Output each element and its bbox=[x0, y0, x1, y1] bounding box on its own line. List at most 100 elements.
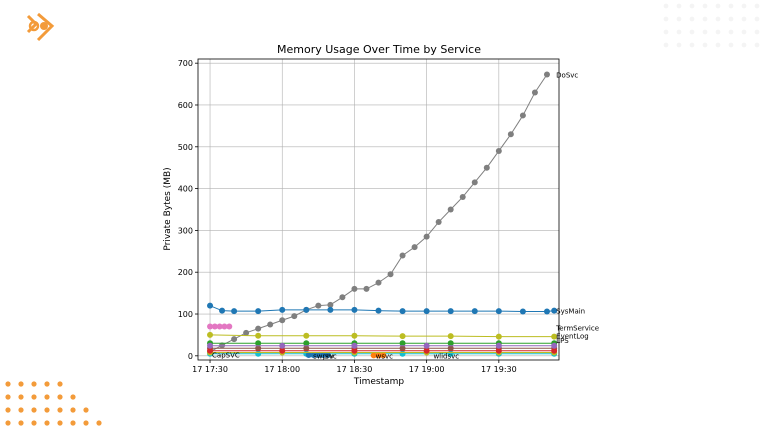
decor-dot bbox=[18, 381, 24, 387]
data-point bbox=[255, 350, 262, 357]
decor-dot bbox=[728, 42, 734, 48]
data-point bbox=[375, 279, 382, 286]
data-point bbox=[387, 271, 394, 278]
data-point bbox=[370, 352, 377, 359]
data-point bbox=[507, 131, 514, 138]
grid bbox=[198, 59, 559, 360]
data-point bbox=[551, 347, 558, 354]
decor-dot bbox=[31, 407, 37, 413]
decor-dot bbox=[18, 407, 24, 413]
decor-dot bbox=[754, 16, 760, 22]
decor-dot bbox=[31, 420, 37, 426]
x-tick-label: 17 18:30 bbox=[337, 365, 373, 374]
annotation-label: SysMain bbox=[556, 308, 585, 316]
data-point bbox=[219, 307, 226, 314]
data-point bbox=[303, 306, 310, 313]
decor-dot bbox=[5, 381, 11, 387]
data-point bbox=[291, 313, 298, 320]
decor-dot bbox=[728, 29, 734, 35]
data-point bbox=[279, 347, 286, 354]
decor-dot bbox=[44, 381, 50, 387]
data-point bbox=[310, 351, 317, 358]
data-point bbox=[279, 306, 286, 313]
data-point bbox=[375, 352, 382, 359]
decor-dot bbox=[5, 394, 11, 400]
data-point bbox=[447, 206, 454, 213]
data-point bbox=[375, 307, 382, 314]
data-point bbox=[267, 321, 274, 328]
x-tick-label: 17 17:30 bbox=[192, 365, 228, 374]
data-point bbox=[495, 347, 502, 354]
data-point bbox=[303, 345, 310, 352]
data-point bbox=[399, 252, 406, 259]
decor-dot bbox=[44, 394, 50, 400]
decor-dot bbox=[31, 381, 37, 387]
y-axis-label: Private Bytes (MB) bbox=[163, 167, 173, 250]
series-termservice bbox=[207, 323, 233, 330]
decor-dot bbox=[57, 420, 63, 426]
decor-dot bbox=[57, 381, 63, 387]
logo-arrow bbox=[36, 12, 55, 42]
data-point bbox=[399, 340, 406, 347]
data-point bbox=[471, 308, 478, 315]
decor-dot bbox=[18, 420, 24, 426]
annotation-label: svc bbox=[325, 352, 337, 360]
data-point bbox=[423, 308, 430, 315]
annotation-label: wsvc bbox=[376, 352, 394, 360]
decor-dot bbox=[70, 407, 76, 413]
decor-dot bbox=[754, 29, 760, 35]
data-point bbox=[447, 333, 454, 340]
data-point bbox=[495, 147, 502, 154]
y-tick-label: 600 bbox=[178, 101, 193, 110]
decor-dot bbox=[715, 3, 721, 9]
decor-dot bbox=[689, 42, 695, 48]
annotation-label: CapSVC bbox=[212, 352, 240, 360]
decor-dot bbox=[689, 29, 695, 35]
series-swprv bbox=[305, 351, 331, 358]
decor-dot bbox=[83, 420, 89, 426]
y-tick-label: 0 bbox=[188, 352, 193, 361]
data-point bbox=[327, 301, 334, 308]
data-point bbox=[363, 285, 370, 292]
data-point bbox=[327, 306, 334, 313]
data-point bbox=[255, 308, 262, 315]
data-point bbox=[255, 340, 262, 347]
data-point bbox=[315, 351, 322, 358]
data-point bbox=[351, 347, 358, 354]
series-series-11 bbox=[207, 342, 558, 349]
data-point bbox=[221, 323, 228, 330]
data-point bbox=[231, 308, 238, 315]
annotation-label: wlidsvc bbox=[433, 352, 459, 360]
decorative-dots-top-right bbox=[663, 3, 760, 48]
decor-dot bbox=[676, 42, 682, 48]
decor-dot bbox=[702, 29, 708, 35]
data-point bbox=[399, 333, 406, 340]
data-point bbox=[423, 233, 430, 240]
data-point bbox=[447, 340, 454, 347]
data-point bbox=[255, 345, 262, 352]
data-point bbox=[279, 317, 286, 324]
decor-dot bbox=[676, 3, 682, 9]
chart-figure: Memory Usage Over Time by Service Timest… bbox=[157, 41, 612, 388]
data-point bbox=[351, 306, 358, 313]
series bbox=[207, 71, 558, 359]
data-point bbox=[207, 302, 214, 309]
series-sysmain bbox=[207, 302, 558, 315]
data-point bbox=[211, 323, 218, 330]
decor-dot bbox=[741, 29, 747, 35]
decor-dot bbox=[741, 42, 747, 48]
decor-dot bbox=[702, 16, 708, 22]
annotation-label: DoSvc bbox=[556, 71, 578, 79]
data-point bbox=[551, 307, 558, 314]
decor-dot bbox=[663, 3, 669, 9]
data-point bbox=[315, 302, 322, 309]
data-point bbox=[207, 331, 214, 338]
data-point bbox=[380, 352, 387, 359]
y-tick-label: 400 bbox=[178, 185, 193, 194]
data-point bbox=[231, 336, 238, 343]
x-tick-label: 17 18:00 bbox=[264, 365, 300, 374]
decor-dot bbox=[663, 29, 669, 35]
decor-dot bbox=[715, 42, 721, 48]
annotation-label: EventLog bbox=[556, 332, 589, 340]
